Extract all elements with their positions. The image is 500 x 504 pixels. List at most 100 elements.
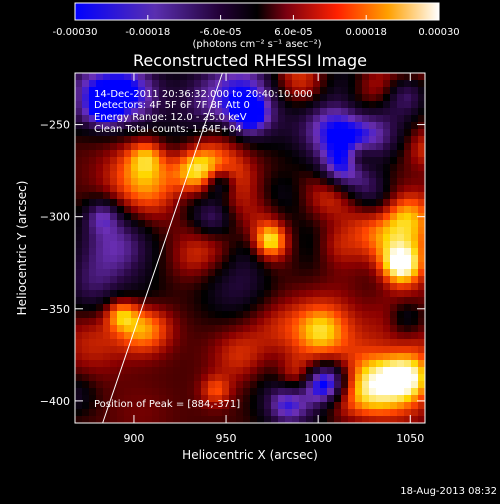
heatmap-cell — [376, 73, 384, 81]
heatmap-cell — [229, 388, 237, 396]
heatmap-cell — [222, 185, 230, 193]
heatmap-cell — [285, 73, 293, 81]
heatmap-cell — [89, 136, 97, 144]
heatmap-cell — [229, 381, 237, 389]
heatmap-cell — [250, 199, 258, 207]
heatmap-cell — [145, 136, 153, 144]
heatmap-cell — [250, 227, 258, 235]
heatmap-cell — [110, 402, 118, 410]
heatmap-cell — [124, 178, 132, 186]
heatmap-cell — [222, 395, 230, 403]
heatmap-cell — [159, 416, 167, 423]
heatmap-cell — [397, 346, 405, 354]
heatmap-cell — [96, 220, 104, 228]
heatmap-cell — [117, 318, 125, 326]
heatmap-cell — [397, 73, 405, 81]
heatmap-cell — [362, 101, 370, 109]
heatmap-cell — [208, 374, 216, 382]
heatmap-cell — [138, 290, 146, 298]
heatmap-cell — [131, 80, 139, 88]
heatmap-cell — [306, 143, 314, 151]
heatmap-cell — [390, 297, 398, 305]
heatmap-cell — [376, 199, 384, 207]
heatmap-cell — [320, 388, 328, 396]
heatmap-cell — [180, 402, 188, 410]
heatmap-cell — [159, 80, 167, 88]
heatmap-cell — [362, 304, 370, 312]
heatmap-cell — [278, 290, 286, 298]
heatmap-cell — [411, 248, 419, 256]
heatmap-cell — [173, 164, 181, 172]
heatmap-cell — [397, 129, 405, 137]
heatmap-cell — [110, 164, 118, 172]
heatmap-cell — [271, 388, 279, 396]
heatmap-cell — [397, 255, 405, 263]
heatmap-cell — [411, 178, 419, 186]
heatmap-cell — [383, 402, 391, 410]
heatmap-cell — [271, 374, 279, 382]
heatmap-cell — [271, 192, 279, 200]
heatmap-cell — [138, 339, 146, 347]
heatmap-cell — [103, 227, 111, 235]
heatmap-cell — [278, 143, 286, 151]
heatmap-cell — [369, 283, 377, 291]
heatmap-cell — [383, 80, 391, 88]
heatmap-cell — [292, 234, 300, 242]
heatmap-cell — [145, 178, 153, 186]
heatmap-cell — [82, 402, 90, 410]
heatmap-cell — [411, 255, 419, 263]
heatmap-cell — [187, 220, 195, 228]
heatmap-cell — [355, 73, 363, 81]
x-tick-label: 900 — [123, 432, 144, 445]
heatmap-cell — [166, 325, 174, 333]
heatmap-cell — [404, 360, 412, 368]
heatmap-cell — [369, 297, 377, 305]
heatmap-cell — [418, 409, 425, 417]
heatmap-cell — [418, 248, 425, 256]
heatmap-cell — [152, 409, 160, 417]
heatmap-cell — [362, 332, 370, 340]
heatmap-cell — [355, 416, 363, 423]
heatmap-cell — [404, 388, 412, 396]
heatmap-cell — [348, 255, 356, 263]
heatmap-cell — [173, 353, 181, 361]
heatmap-cell — [376, 227, 384, 235]
heatmap-cell — [397, 227, 405, 235]
heatmap-cell — [257, 255, 265, 263]
heatmap-cell — [229, 129, 237, 137]
heatmap-cell — [96, 353, 104, 361]
heatmap-cell — [131, 227, 139, 235]
heatmap-cell — [166, 255, 174, 263]
heatmap-cell — [257, 367, 265, 375]
heatmap-cell — [89, 297, 97, 305]
heatmap-cell — [208, 143, 216, 151]
heatmap-cell — [180, 115, 188, 123]
heatmap-cell — [264, 367, 272, 375]
heatmap-cell — [355, 360, 363, 368]
heatmap-cell — [152, 213, 160, 221]
heatmap-cell — [264, 248, 272, 256]
heatmap-cell — [159, 143, 167, 151]
heatmap-cell — [215, 157, 223, 165]
heatmap-cell — [390, 94, 398, 102]
heatmap-cell — [250, 164, 258, 172]
heatmap-cell — [292, 227, 300, 235]
heatmap-cell — [124, 80, 132, 88]
heatmap-cell — [243, 157, 251, 165]
heatmap-cell — [341, 136, 349, 144]
heatmap-cell — [96, 255, 104, 263]
heatmap-cell — [313, 346, 321, 354]
heatmap-cell — [313, 402, 321, 410]
heatmap-cell — [355, 290, 363, 298]
heatmap-cell — [187, 290, 195, 298]
heatmap-cell — [131, 108, 139, 116]
heatmap-cell — [236, 283, 244, 291]
heatmap-cell — [341, 276, 349, 284]
heatmap-cell — [180, 122, 188, 130]
heatmap-cell — [173, 241, 181, 249]
heatmap-cell — [376, 304, 384, 312]
heatmap-cell — [362, 199, 370, 207]
heatmap-cell — [383, 171, 391, 179]
heatmap-cell — [110, 227, 118, 235]
heatmap-cell — [313, 171, 321, 179]
